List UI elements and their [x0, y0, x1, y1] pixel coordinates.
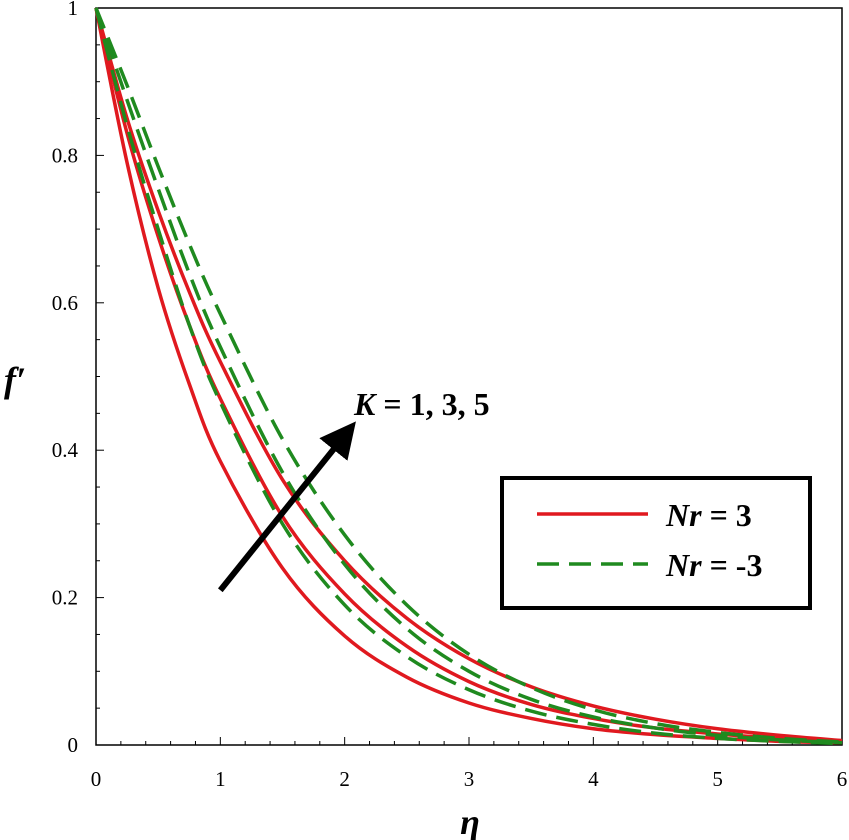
- y-tick-label: 0.8: [52, 143, 78, 167]
- legend-label-var: Nr: [665, 497, 702, 533]
- series-layer: [94, 7, 843, 746]
- legend-box: [500, 476, 812, 610]
- series-line-nr-neg3-k3: [94, 7, 843, 745]
- legend-label-nr-3: Nr = 3: [665, 497, 752, 533]
- x-tick-label: 3: [464, 767, 475, 791]
- y-tick-label: 1: [68, 0, 79, 20]
- legend-label-value: = -3: [702, 547, 763, 583]
- annotation-label-values: = 1, 3, 5: [375, 386, 489, 422]
- y-axis-title: f′: [4, 360, 26, 400]
- x-tick-label: 5: [712, 767, 723, 791]
- y-tick-label: 0.6: [52, 291, 78, 315]
- series-line-nr-3-k3: [94, 7, 843, 744]
- x-tick-label: 2: [339, 767, 350, 791]
- annotation-arrow: [217, 421, 356, 593]
- annotation-label-var: K: [353, 386, 378, 422]
- series-line-nr-neg3-k5: [94, 7, 843, 744]
- x-tick-label: 6: [837, 767, 848, 791]
- x-tick-label: 0: [91, 767, 102, 791]
- series-line-nr-3-k5: [94, 7, 843, 743]
- legend-label-value: = 3: [702, 497, 752, 533]
- legend: Nr = 3Nr = -3: [500, 476, 812, 610]
- legend-label-nr-neg3: Nr = -3: [665, 547, 762, 583]
- series-line-nr-neg3-k1: [94, 7, 843, 746]
- x-tick-label: 1: [215, 767, 226, 791]
- axes: 0 1 2 3 4 5 6 0 0.2 0.4 0.6 0.8 1 η f′: [4, 0, 847, 840]
- annotation-label: K = 1, 3, 5: [353, 386, 490, 422]
- y-tick-label: 0.2: [52, 586, 78, 610]
- x-tick-label: 4: [588, 767, 599, 791]
- annotation-layer: K = 1, 3, 5: [217, 386, 490, 593]
- legend-label-var: Nr: [665, 547, 702, 583]
- y-tick-label: 0: [68, 733, 79, 757]
- x-axis-title: η: [460, 802, 480, 840]
- y-tick-label: 0.4: [52, 438, 79, 462]
